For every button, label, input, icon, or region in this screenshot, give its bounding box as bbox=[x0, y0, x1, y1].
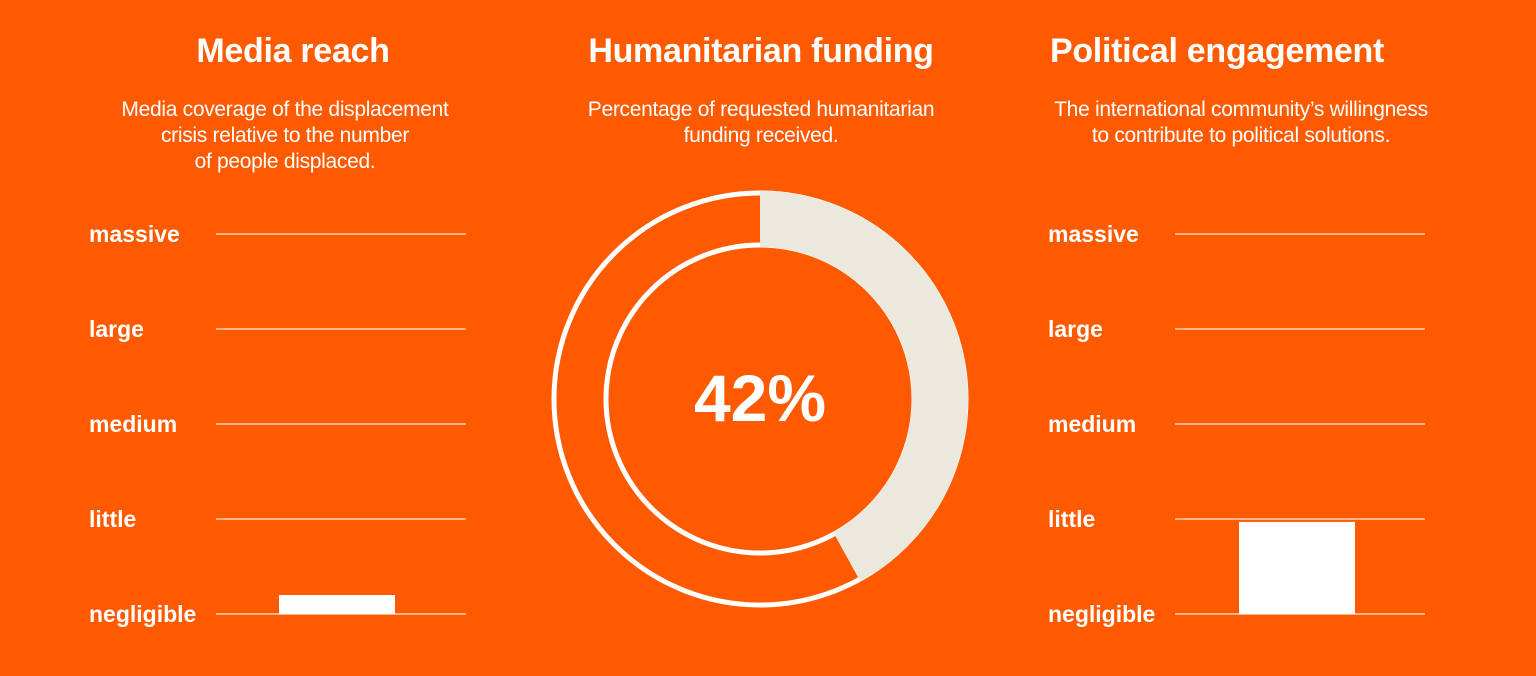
political-engagement-description: The international community’s willingnes… bbox=[1054, 98, 1428, 147]
level-label-medium: medium bbox=[89, 411, 177, 437]
level-label-little: little bbox=[89, 506, 136, 532]
political-engagement-title: Political engagement bbox=[1049, 32, 1385, 70]
media-reach-title: Media reach bbox=[196, 32, 390, 70]
value-bar bbox=[279, 595, 395, 614]
funding-percent-label: 42% bbox=[694, 361, 826, 435]
humanitarian-funding-chart: 42% bbox=[551, 190, 969, 608]
level-label-massive: massive bbox=[1048, 221, 1139, 247]
level-label-negligible: negligible bbox=[89, 601, 196, 627]
level-label-medium: medium bbox=[1048, 411, 1136, 437]
media-reach-chart: massive large medium little negligible bbox=[89, 221, 466, 627]
level-label-massive: massive bbox=[89, 221, 180, 247]
political-engagement-chart: massive large medium little negligible bbox=[1048, 221, 1425, 627]
funding-received-segment bbox=[760, 191, 969, 582]
humanitarian-funding-description: Percentage of requested humanitarian fun… bbox=[587, 98, 935, 147]
value-bar bbox=[1239, 521, 1355, 614]
level-label-large: large bbox=[89, 316, 144, 342]
media-reach-description: Media coverage of the displacement crisi… bbox=[121, 98, 449, 173]
level-label-little: little bbox=[1048, 506, 1095, 532]
humanitarian-funding-title: Humanitarian funding bbox=[588, 32, 934, 70]
level-label-negligible: negligible bbox=[1048, 601, 1155, 627]
level-label-large: large bbox=[1048, 316, 1103, 342]
